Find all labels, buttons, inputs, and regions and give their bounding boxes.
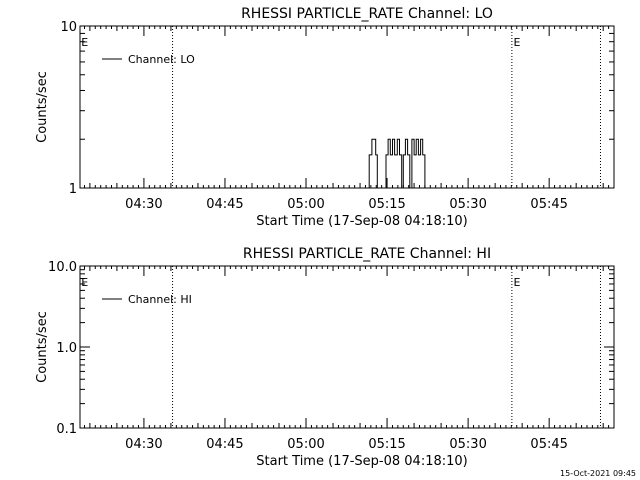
x-tick-label: 05:30 [449,437,486,452]
x-tick-label: 05:15 [368,197,405,212]
x-tick-label: 04:45 [206,437,243,452]
legend-entry: Channel: LO [128,53,195,66]
x-tick-label: 05:45 [530,197,567,212]
x-axis-label: Start Time (17-Sep-08 04:18:10) [256,454,467,469]
x-tick-label: 04:30 [125,437,162,452]
x-tick-label: 05:00 [287,437,324,452]
x-tick-label: 05:15 [368,437,405,452]
footer-timestamp: 15-Oct-2021 09:45 [560,469,636,478]
x-tick-label: 05:00 [287,197,324,212]
x-tick-label: 04:30 [125,197,162,212]
edge-marker-label: E [81,276,88,289]
x-tick-label: 05:45 [530,437,567,452]
y-tick-label: 0.1 [56,422,77,437]
y-axis-label: Counts/sec [35,71,50,143]
panel-lo-channel: RHESSI PARTICLE_RATE Channel: LO 04:30 04:… [35,6,615,229]
legend-entry: Channel: HI [128,293,192,306]
y-tick-label: 10.0 [48,260,77,275]
y-tick-label: 10 [60,20,77,35]
chart-title: RHESSI PARTICLE_RATE Channel: LO [241,6,493,22]
x-tick-label: 05:30 [449,197,486,212]
plot-frame [79,25,615,189]
edge-marker-label: E [514,36,521,49]
y-tick-label: 1.0 [56,341,77,356]
plot-frame [79,265,615,429]
y-axis-label: Counts/sec [35,311,50,383]
edge-marker-label: E [81,36,88,49]
y-tick-label: 1 [69,182,77,197]
panel-hi-channel: RHESSI PARTICLE_RATE Channel: HI 04:30 04:… [35,246,615,469]
series-line-lo [365,138,428,189]
x-axis-label: Start Time (17-Sep-08 04:18:10) [256,214,467,229]
edge-marker-label: E [514,276,521,289]
x-tick-label: 04:45 [206,197,243,212]
chart-title: RHESSI PARTICLE_RATE Channel: HI [243,246,491,262]
